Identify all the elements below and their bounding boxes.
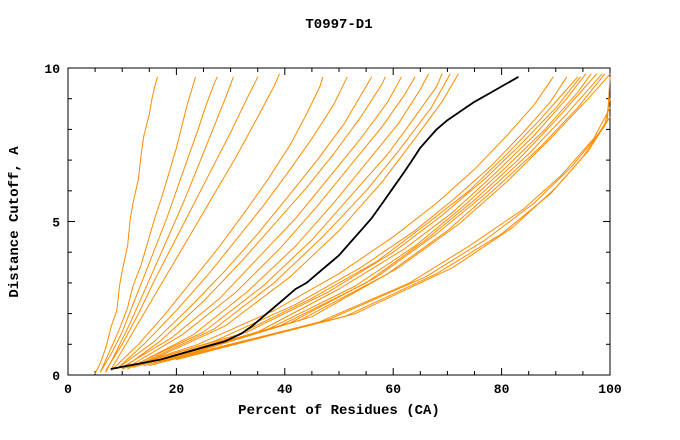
svg-text:20: 20 bbox=[169, 382, 185, 397]
svg-text:80: 80 bbox=[494, 382, 510, 397]
series-layer bbox=[94, 73, 611, 374]
ticks-layer bbox=[67, 67, 611, 376]
svg-text:60: 60 bbox=[385, 382, 401, 397]
y-axis-label: Distance Cutoff, A bbox=[7, 146, 23, 298]
tick-labels-layer: 0 20 40 60 80 100 0 5 10 bbox=[44, 62, 622, 397]
svg-text:0: 0 bbox=[64, 382, 72, 397]
svg-text:5: 5 bbox=[52, 216, 60, 231]
svg-text:100: 100 bbox=[598, 382, 622, 397]
svg-text:10: 10 bbox=[44, 62, 60, 77]
svg-text:0: 0 bbox=[52, 369, 60, 384]
chart-title: T0997-D1 bbox=[305, 17, 372, 33]
svg-text:40: 40 bbox=[277, 382, 293, 397]
x-axis-label: Percent of Residues (CA) bbox=[238, 403, 440, 419]
